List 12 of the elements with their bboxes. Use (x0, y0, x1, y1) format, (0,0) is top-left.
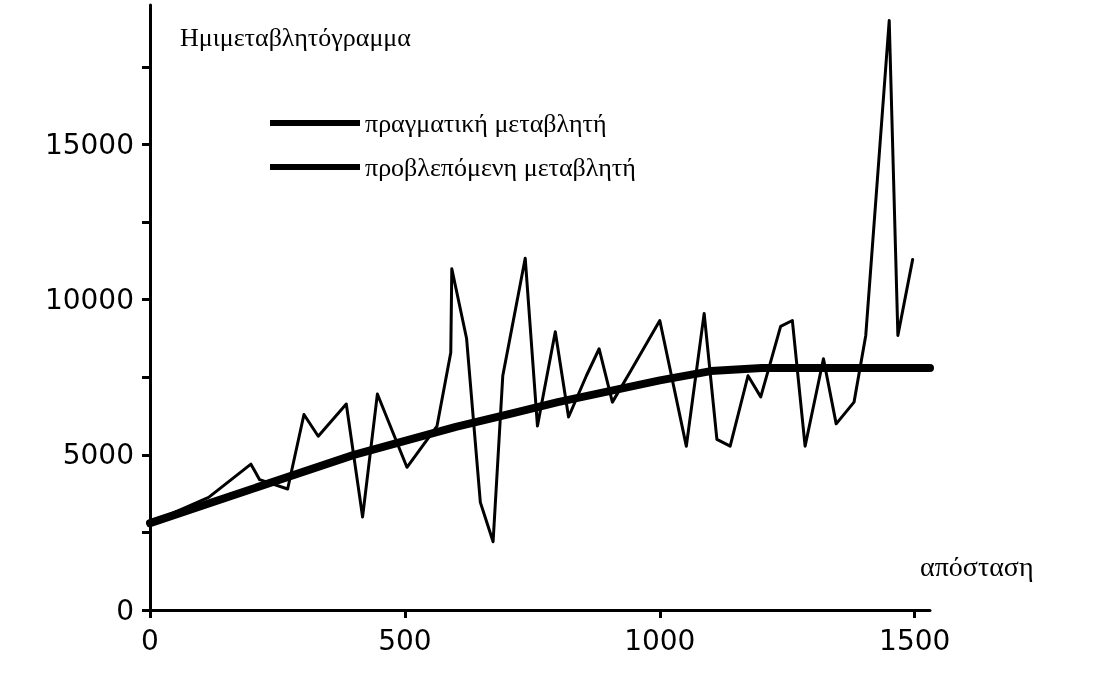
x-tick-label: 1500 (879, 623, 951, 657)
legend-label: προβλεπόμενη μεταβλητή (365, 152, 636, 182)
y-tick-label: 5000 (62, 438, 134, 472)
y-axis-title: Ημιμεταβλητόγραμμα (180, 22, 412, 52)
x-tick-label: 0 (141, 623, 159, 657)
y-tick-label: 0 (116, 593, 134, 627)
y-tick-label: 10000 (44, 283, 134, 317)
x-axis-title: απόσταση (920, 550, 1034, 582)
x-tick-label: 1000 (624, 623, 696, 657)
y-tick-label: 15000 (44, 128, 134, 162)
legend-label: πραγματική μεταβλητή (365, 108, 607, 138)
x-tick-label: 500 (378, 623, 432, 657)
